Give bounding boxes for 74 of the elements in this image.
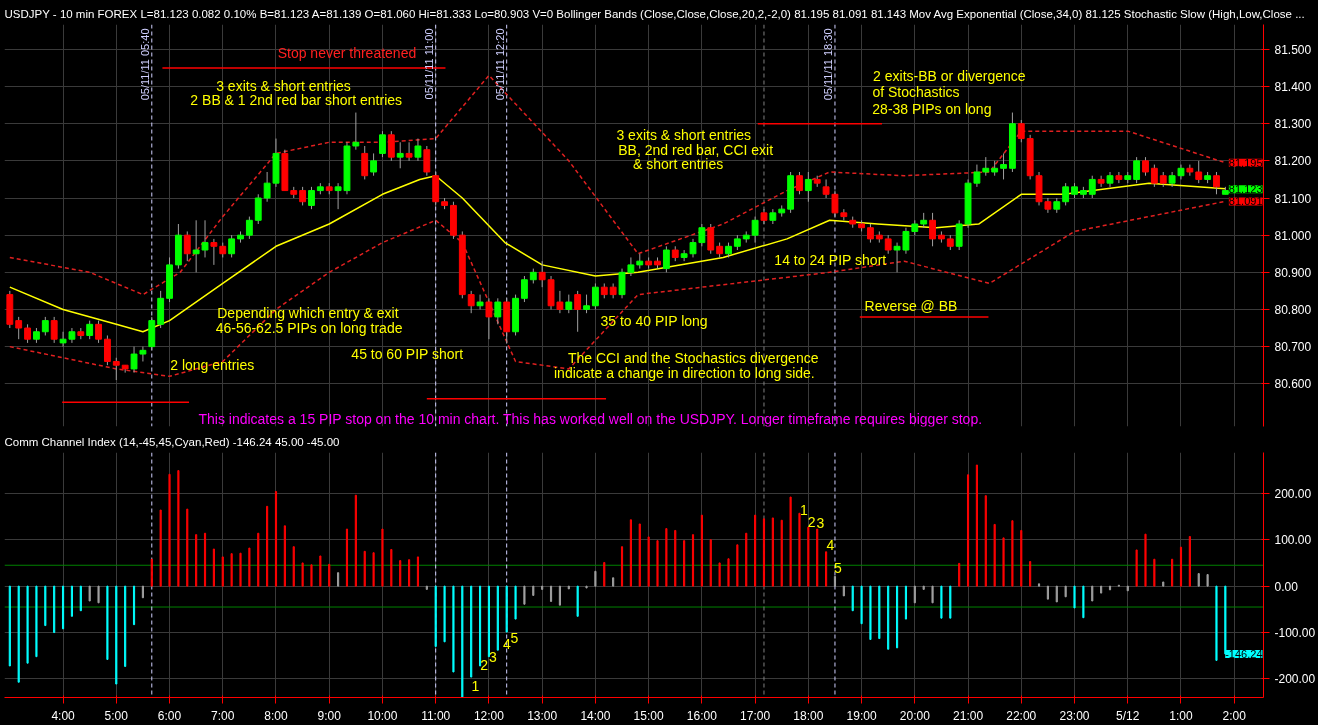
annotation: The CCI and the Stochastics divergence <box>567 349 819 366</box>
annotation: 3 <box>489 649 498 666</box>
x-tick-label: 13:00 <box>527 708 558 723</box>
x-tick-label: 14:00 <box>580 708 611 723</box>
x-tick-label: 7:00 <box>211 708 235 723</box>
annotation: 2 <box>807 513 816 530</box>
y-tick-label: 80.600 <box>1274 377 1312 392</box>
annotation: of Stochastics <box>872 84 960 101</box>
annotation: 81.195 <box>1228 156 1263 169</box>
x-tick-label: 16:00 <box>686 708 718 723</box>
annotation: & short entries <box>632 156 724 173</box>
y-tick-label: 0.00 <box>1274 579 1299 594</box>
annotation: 1 <box>800 501 809 518</box>
annotation: 5 <box>510 630 519 647</box>
annotation: 14 to 24 PIP short <box>774 251 887 268</box>
x-tick-label: 23:00 <box>1059 708 1090 723</box>
y-tick-label: 81.100 <box>1274 191 1312 206</box>
x-tick-label: 22:00 <box>1006 708 1037 723</box>
ref-line-label: 05/11/11 05:40 <box>138 28 151 101</box>
annotation: Reverse @ BB <box>864 297 958 314</box>
x-tick-label: 8:00 <box>264 708 288 723</box>
x-tick-label: 5:00 <box>104 708 129 723</box>
annotation: 3 exits & short entries <box>616 126 752 143</box>
x-tick-label: 19:00 <box>846 708 877 723</box>
annotation: 28-38 PIPs on long <box>872 100 992 117</box>
y-tick-label: 81.500 <box>1274 42 1312 57</box>
y-tick-label: -200.00 <box>1274 672 1316 687</box>
y-tick-label: 81.000 <box>1274 228 1312 243</box>
annotation: 2 long entries <box>170 357 255 374</box>
annotation: Stop never threatened <box>277 45 417 62</box>
y-tick-label: 81.200 <box>1274 154 1312 169</box>
y-tick-label: 100.00 <box>1274 533 1312 548</box>
x-tick-label: 15:00 <box>633 708 664 723</box>
annotation: 4 <box>826 537 835 554</box>
annotation: Depending which entry & exit <box>217 305 399 322</box>
ref-line-label: 05/11/11 18:30 <box>821 28 834 101</box>
x-tick-label: 1:00 <box>1169 708 1193 723</box>
y-tick-label: 81.300 <box>1274 117 1312 132</box>
x-tick-label: 6:00 <box>157 708 182 723</box>
annotation: This indicates a 15 PIP stop on the 10 min chart. This has worked well on the USDJPY. Longer timeframe requires bigger stop. <box>198 411 983 428</box>
annotation: 81.091 <box>1228 195 1263 208</box>
x-tick-label: 17:00 <box>740 708 771 723</box>
x-tick-label: 20:00 <box>899 708 931 723</box>
x-tick-label: 10:00 <box>367 708 398 723</box>
annotation: 1 <box>471 677 480 694</box>
x-tick-label: 12:00 <box>473 708 505 723</box>
x-tick-label: 18:00 <box>793 708 824 723</box>
y-tick-label: -100.00 <box>1274 626 1316 641</box>
annotation: 35 to 40 PIP long <box>600 312 708 329</box>
chart-title: USDJPY - 10 min FOREX L=81.123 0.082 0.10% B=81.123 A=81.139 O=81.060 Hi=81.333 Lo=80.903 V=0 Bollinger Bands (Close,Close,Close,20,2,-2,0) 81.195 81.091 81.143 Mov Avg Exponential (Close,34,0) 81.125 Stochastic Slow (High,Low,Close ... <box>4 7 1305 20</box>
x-tick-label: 5/12 <box>1116 708 1140 723</box>
y-tick-label: 80.900 <box>1274 265 1312 280</box>
ref-line-label: 05/11/11 11:00 <box>422 28 435 100</box>
y-tick-label: 200.00 <box>1274 486 1312 501</box>
x-tick-label: 9:00 <box>317 708 342 723</box>
annotation: -146.24 <box>1225 647 1263 660</box>
annotation: 45 to 60 PIP short <box>351 346 464 363</box>
annotation: 46-56-62.5 PIPs on long trade <box>215 320 403 337</box>
annotation: 4 <box>502 636 511 653</box>
x-tick-label: 2:00 <box>1222 708 1247 723</box>
x-tick-label: 11:00 <box>421 708 451 723</box>
annotation: 3 <box>816 515 825 532</box>
y-tick-label: 80.700 <box>1274 340 1312 355</box>
chart-title: Comm Channel Index (14,-45,45,Cyan,Red) -146.24 45.00 -45.00 <box>4 435 340 448</box>
x-tick-label: 4:00 <box>51 708 76 723</box>
annotation: 5 <box>834 560 843 577</box>
annotation: BB, 2nd red bar, CCI exit <box>618 141 774 158</box>
annotation: 81.123 <box>1228 183 1263 196</box>
annotation: 2 <box>480 657 489 674</box>
y-tick-label: 80.800 <box>1274 302 1312 317</box>
x-tick-label: 21:00 <box>953 708 984 723</box>
y-tick-label: 81.400 <box>1274 80 1312 95</box>
annotation: 2 exits-BB or divergence <box>873 67 1026 84</box>
ref-line-label: 05/11/11 12:20 <box>493 28 506 101</box>
